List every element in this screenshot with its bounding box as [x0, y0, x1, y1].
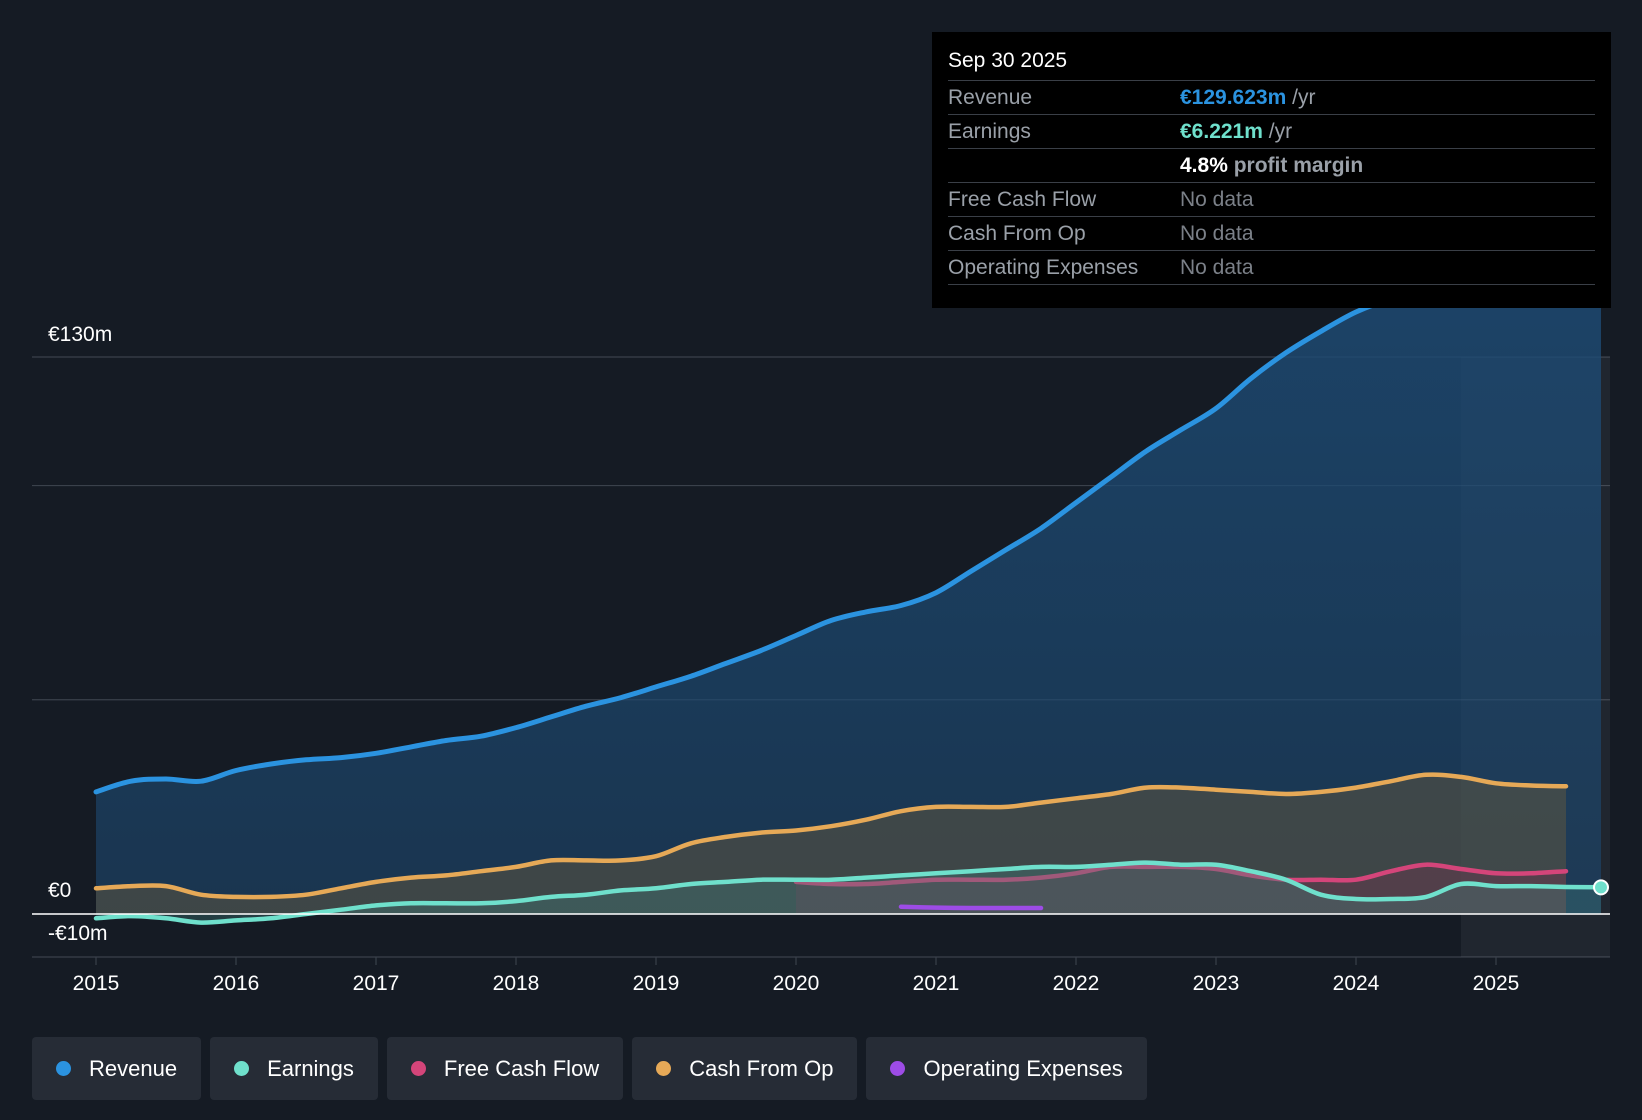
x-tick-label: 2022 [1053, 972, 1100, 995]
cfo-area [96, 774, 1566, 914]
cfo-line [93, 772, 1569, 900]
tooltip: Sep 30 2025 Revenue €129.623m /yr Earnin… [932, 32, 1611, 308]
x-tick-label: 2023 [1193, 972, 1240, 995]
earnings-end-marker [1593, 879, 1609, 896]
tooltip-unit: /yr [1292, 86, 1316, 109]
tooltip-row-earnings: Earnings €6.221m /yr [948, 114, 1595, 149]
revenue-area [96, 279, 1601, 914]
x-tick-label: 2016 [213, 972, 260, 995]
x-tick-label: 2017 [353, 972, 400, 995]
legend-label: Revenue [89, 1055, 178, 1081]
tooltip-row-fcf: Free Cash Flow No data [948, 183, 1595, 217]
legend: Revenue Earnings Free Cash Flow Cash Fro… [32, 1037, 1147, 1100]
x-tick-label: 2019 [633, 972, 680, 995]
x-tick-label: 2018 [493, 972, 540, 995]
tooltip-label: Operating Expenses [948, 256, 1139, 279]
y-tick-label: €130m [48, 323, 112, 346]
legend-label: Free Cash Flow [443, 1055, 600, 1081]
tooltip-unit: /yr [1268, 120, 1293, 143]
tooltip-value: No data [1180, 188, 1254, 211]
tooltip-label: Cash From Op [948, 222, 1086, 245]
earnings-area [96, 862, 1601, 923]
tooltip-row-cfo: Cash From Op No data [948, 217, 1595, 251]
x-tick-label: 2021 [913, 972, 960, 995]
y-tick-label: €0 [48, 879, 71, 902]
legend-item-operating-expenses[interactable]: Operating Expenses [866, 1037, 1147, 1100]
tooltip-row-margin: 4.8% profit margin [948, 149, 1595, 183]
axis-layer: 2015 2016 2017 2018 2019 2020 2021 2022 2023 2024… [48, 323, 1519, 995]
tooltip-row-revenue: Revenue €129.623m /yr [948, 81, 1595, 114]
legend-item-cash-from-op[interactable]: Cash From Op [632, 1037, 858, 1100]
legend-label: Cash From Op [689, 1055, 834, 1081]
tooltip-label: Earnings [948, 120, 1031, 143]
legend-item-free-cash-flow[interactable]: Free Cash Flow [386, 1037, 624, 1100]
tooltip-value: No data [1180, 256, 1254, 279]
tooltip-row-opex: Operating Expenses No data [948, 251, 1595, 285]
tooltip-margin-label: profit margin [1233, 154, 1364, 177]
opex-line [898, 904, 1044, 911]
x-tick-label: 2015 [73, 972, 120, 995]
tooltip-margin-value: 4.8% [1180, 154, 1228, 177]
tooltip-label: Revenue [948, 86, 1033, 109]
earnings-dot-icon [234, 1061, 250, 1076]
legend-item-earnings[interactable]: Earnings [210, 1037, 378, 1100]
cfo-dot-icon [656, 1061, 672, 1076]
tooltip-label: Free Cash Flow [948, 188, 1097, 211]
tooltip-revenue-value: €129.623m [1180, 86, 1287, 109]
revenue-line [93, 277, 1604, 795]
legend-item-revenue[interactable]: Revenue [32, 1037, 202, 1100]
revenue-dot-icon [56, 1061, 71, 1076]
tooltip-earnings-value: €6.221m [1180, 120, 1263, 143]
legend-label: Operating Expenses [923, 1055, 1123, 1081]
x-tick-label: 2025 [1473, 972, 1520, 995]
fcf-dot-icon [410, 1061, 426, 1076]
legend-label: Earnings [267, 1055, 354, 1081]
tooltip-date: Sep 30 2025 [948, 46, 1595, 81]
series-layer [32, 271, 1610, 925]
tooltip-value: No data [1180, 222, 1254, 245]
x-tick-label: 2024 [1333, 972, 1380, 995]
opex-dot-icon [890, 1061, 906, 1076]
y-tick-label: -€10m [48, 922, 108, 945]
x-tick-label: 2020 [773, 972, 820, 995]
earnings-line [93, 860, 1604, 925]
